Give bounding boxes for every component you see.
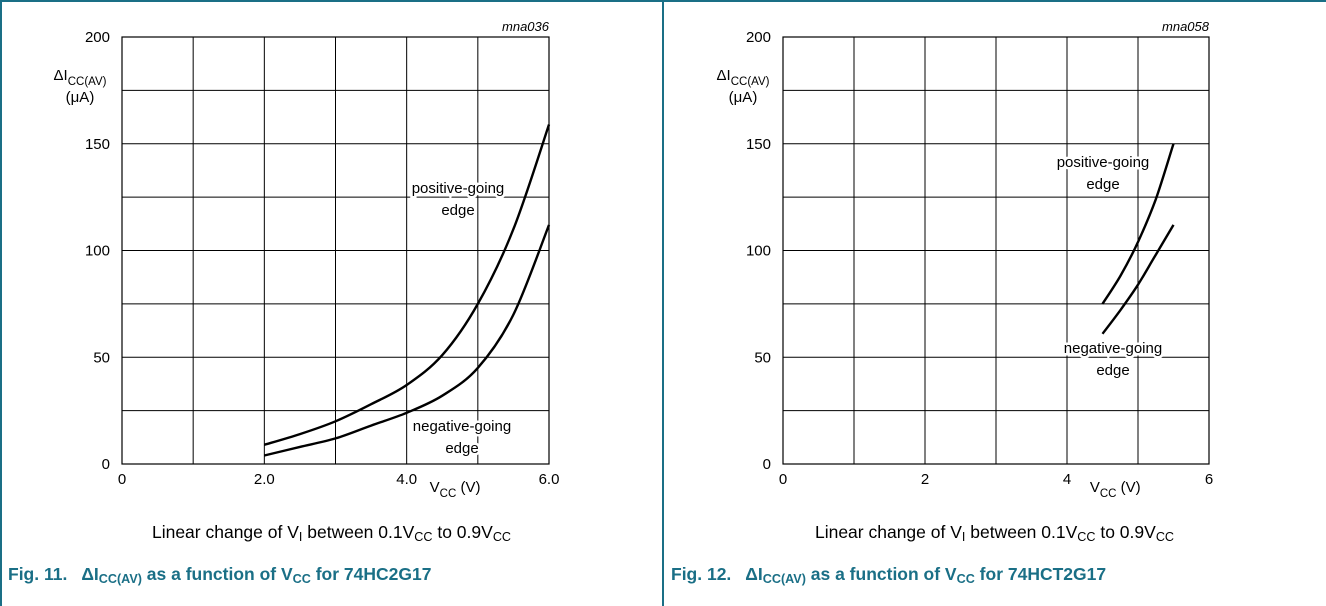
series-line-negative-going	[1101, 224, 1175, 335]
y-tick-label: 0	[763, 456, 771, 473]
series-label: negative-going	[1064, 340, 1162, 357]
y-tick-label: 200	[85, 29, 110, 46]
y-tick-label: 150	[85, 136, 110, 153]
frame-left-line	[0, 0, 2, 606]
x-tick-label: 2	[921, 471, 929, 488]
series-line-negative-going	[264, 224, 551, 457]
y-tick-label: 150	[746, 136, 771, 153]
x-tick-label: 4.0	[396, 471, 417, 488]
y-axis-unit: (μA)	[66, 89, 95, 106]
series-label: edge	[1096, 362, 1129, 379]
series-label: positive-going	[412, 180, 505, 197]
x-tick-label: 4	[1063, 471, 1071, 488]
y-tick-label: 200	[746, 29, 771, 46]
series-label: edge	[1086, 176, 1119, 193]
figure-code: mna036	[502, 19, 550, 34]
x-axis-label: VCC (V)	[1090, 479, 1141, 500]
series-label: negative-going	[413, 418, 511, 435]
figure-number: Fig. 11.	[8, 564, 68, 584]
y-axis-label: ΔICC(AV)	[717, 67, 770, 88]
chart-svg-fig-12: 0 2 4 6 0 50 100 150 200 ΔICC(AV)(μA) VCC (V) mna05…	[717, 19, 1214, 500]
x-tick-label: 6.0	[539, 471, 560, 488]
plot-frame	[782, 36, 1210, 465]
series-line-positive-going	[263, 124, 551, 446]
figure-caption: Fig. 12. ΔICC(AV) as a function of VCC fo…	[671, 564, 1107, 587]
series-label: positive-going	[1057, 154, 1150, 171]
x-axis-label: VCC (V)	[430, 479, 481, 500]
frame-divider-line	[662, 0, 664, 606]
chart-note: Linear change of VI between 0.1VCC to 0.…	[814, 522, 1175, 545]
x-tick-label: 6	[1205, 471, 1213, 488]
y-tick-label: 100	[746, 243, 771, 260]
figure-code: mna058	[1162, 19, 1210, 34]
y-tick-label: 100	[85, 243, 110, 260]
y-axis-unit: (μA)	[729, 89, 758, 106]
y-tick-label: 50	[754, 349, 771, 366]
figure-panel-11: 0 2.0 4.0 6.0 0 50 100 150 200 ΔICC(AV) (μA) VCC (V…	[8, 19, 560, 587]
grid	[783, 37, 1209, 464]
chart-svg-fig-11: 0 2.0 4.0 6.0 0 50 100 150 200 ΔICC(AV)(μA) VCC (V…	[54, 19, 560, 500]
x-tick-label: 0	[118, 471, 126, 488]
chart-note: Linear change of VI between 0.1VCC to 0.…	[151, 522, 512, 545]
figure-panel-12: 0 2 4 6 0 50 100 150 200 ΔICC(AV) (μA) VCC (V) mna05…	[663, 0, 1326, 606]
y-tick-label: 0	[102, 456, 110, 473]
series-line-positive-going	[1101, 143, 1175, 305]
plot-frame	[121, 36, 550, 465]
grid	[122, 37, 549, 464]
y-tick-label: 50	[93, 349, 110, 366]
x-tick-label: 2.0	[254, 471, 275, 488]
x-tick-label: 0	[779, 471, 787, 488]
series-label: edge	[445, 440, 478, 457]
figure-number: Fig. 12.	[671, 564, 732, 584]
y-axis-label: ΔICC(AV)	[54, 67, 107, 88]
figure-caption: Fig. 11. ΔICC(AV) as a function of VCC fo…	[8, 564, 432, 587]
series-label: edge	[441, 202, 474, 219]
